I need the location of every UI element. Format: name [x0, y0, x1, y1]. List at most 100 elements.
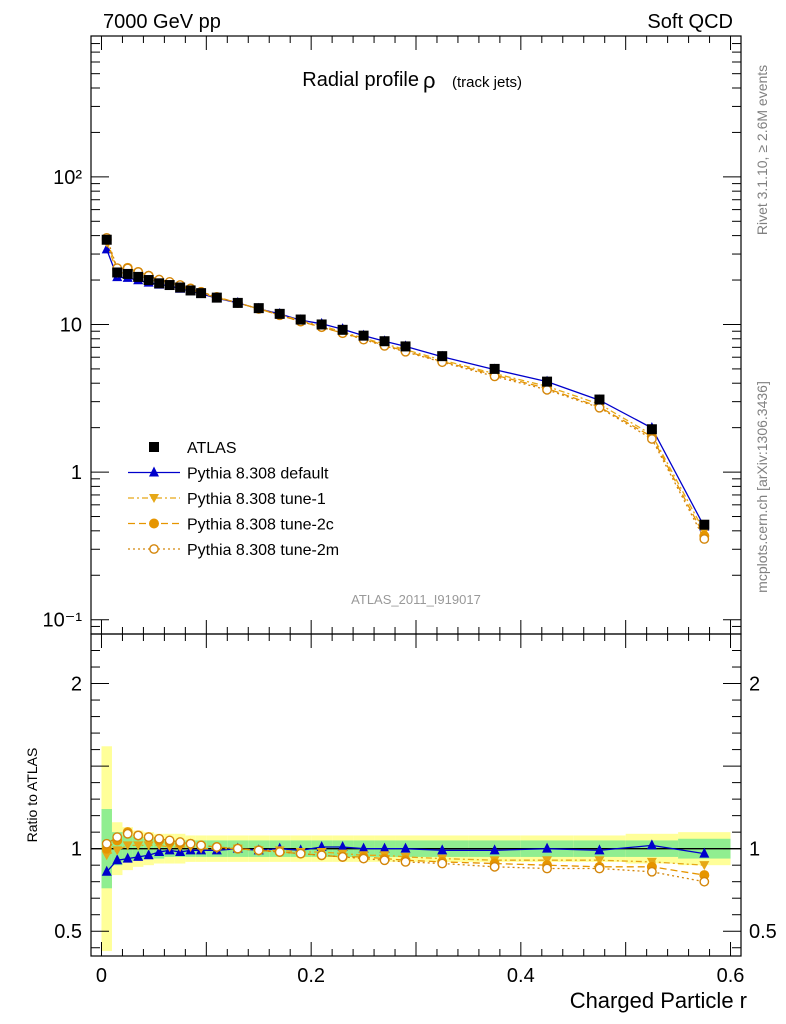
- x-tick-label: 0.6: [717, 965, 745, 987]
- ratio-point-tune1: [101, 851, 112, 861]
- legend-marker-tune2m: [149, 544, 159, 554]
- ratio-point-tune2m: [122, 828, 133, 839]
- ratio-point-tune2m: [175, 837, 186, 847]
- x-tick-label: 0: [96, 965, 107, 987]
- ratio-point-tune2m: [400, 856, 411, 867]
- x-tick-label: 0.4: [507, 965, 535, 987]
- ratio-point-default: [112, 854, 123, 865]
- header-right-label: Soft QCD: [647, 11, 733, 33]
- analysis-label: ATLAS_2011_I919017: [351, 592, 481, 607]
- ratio-y-tick-label: 2: [71, 674, 82, 696]
- atlas-data-point: [185, 285, 196, 296]
- ratio-y-tick-label: 0.5: [749, 921, 777, 943]
- atlas-data-point: [211, 292, 222, 303]
- ratio-point-tune1: [122, 841, 133, 851]
- ratio-point-default: [699, 847, 710, 858]
- main-panel-series: [101, 232, 710, 544]
- ratio-point-default: [594, 844, 605, 855]
- atlas-data-point: [196, 288, 207, 299]
- atlas-data-point: [437, 351, 448, 362]
- ratio-point-tune2m: [101, 838, 112, 849]
- legend-marker-tune2c: [149, 518, 159, 529]
- atlas-data-point: [400, 341, 411, 352]
- ratio-point-default: [101, 865, 112, 876]
- ratio-y-tick-label: 1: [749, 839, 760, 861]
- ratio-point-tune2m: [594, 863, 605, 874]
- atlas-data-point: [154, 278, 165, 289]
- header-left-label: 7000 GeV pp: [103, 11, 221, 33]
- ratio-point-tune2m: [316, 850, 327, 861]
- atlas-data-point: [646, 424, 657, 435]
- legend-label-tune2m: Pythia 8.308 tune-2m: [187, 542, 339, 559]
- legend-marker-tune1: [149, 494, 159, 503]
- ratio-point-default: [542, 842, 553, 853]
- ratio-point-default: [133, 850, 144, 861]
- rivet-version-label: Rivet 3.1.10, ≥ 2.6M events: [754, 65, 770, 235]
- atlas-data-point: [699, 519, 710, 530]
- atlas-data-point: [164, 280, 175, 291]
- atlas-data-point: [337, 324, 348, 335]
- ratio-point-tune1: [143, 841, 154, 851]
- ratio-point-tune2m: [699, 876, 710, 887]
- atlas-data-point: [358, 330, 369, 341]
- atlas-data-point: [594, 394, 605, 405]
- ratio-y-tick-label: 1: [71, 839, 82, 861]
- ratio-point-default: [400, 842, 411, 853]
- legend-label-tune1: Pythia 8.308 tune-1: [187, 491, 326, 508]
- atlas-data-point: [232, 297, 243, 308]
- y-tick-label: 1: [71, 462, 82, 484]
- legend-marker-atlas: [149, 442, 159, 452]
- ratio-point-default: [143, 849, 154, 860]
- series-point-tune2m: [699, 534, 710, 544]
- ratio-y-tick-label: 0.5: [54, 921, 82, 943]
- ratio-point-tune2m: [646, 866, 657, 877]
- series-point-tune2m: [594, 402, 605, 413]
- atlas-data-point: [295, 314, 306, 325]
- ratio-y-axis-label: Ratio to ATLAS: [24, 748, 40, 843]
- ratio-point-tune2m: [437, 858, 448, 869]
- ratio-point-tune2m: [232, 843, 243, 854]
- legend: ATLAS Pythia 8.308 default Pythia 8.308 tu…: [128, 440, 339, 559]
- atlas-data-point: [274, 308, 285, 319]
- y-tick-label: 10: [60, 314, 82, 336]
- ratio-point-tune2m: [185, 838, 196, 849]
- plot-title: Radial profile: [302, 69, 419, 91]
- atlas-data-point: [253, 303, 264, 314]
- series-point-default: [101, 243, 112, 254]
- ratio-point-tune2m: [112, 832, 123, 843]
- ratio-point-tune2m: [253, 845, 264, 856]
- ratio-panel-frame: [90, 633, 742, 957]
- ratio-point-default: [646, 839, 657, 850]
- ratio-point-tune1: [699, 861, 710, 871]
- ratio-point-tune2m: [295, 848, 306, 859]
- legend-marker-default: [149, 466, 159, 477]
- ratio-point-default: [337, 841, 348, 852]
- ratio-point-tune2m: [337, 852, 348, 862]
- ratio-point-tune2m: [154, 833, 165, 844]
- atlas-data-point: [316, 319, 327, 330]
- ratio-point-tune1: [594, 856, 605, 866]
- atlas-data-point: [133, 271, 144, 282]
- atlas-data-point: [175, 282, 186, 293]
- ratio-point-default: [154, 845, 165, 856]
- atlas-data-point: [489, 363, 500, 374]
- ratio-point-tune2m: [379, 855, 390, 866]
- atlas-data-point: [542, 376, 553, 387]
- ratio-point-default: [489, 844, 500, 855]
- ratio-point-tune1: [112, 846, 123, 856]
- y-tick-label: 10⁻¹: [43, 610, 83, 632]
- legend-label-atlas: ATLAS: [187, 440, 237, 457]
- ratio-y-tick-label: 2: [749, 674, 760, 696]
- ratio-point-tune2m: [542, 863, 552, 874]
- atlas-data-point: [122, 268, 133, 279]
- ratio-panel-series: [101, 827, 710, 887]
- atlas-data-point: [379, 336, 390, 347]
- ratio-point-tune2m: [274, 847, 285, 857]
- ratio-point-tune2m: [133, 830, 144, 841]
- plot-title-suffix: (track jets): [452, 74, 522, 91]
- ratio-point-tune2m: [358, 853, 369, 864]
- legend-label-tune2c: Pythia 8.308 tune-2c: [187, 517, 334, 534]
- plot-title-symbol: ρ: [423, 68, 436, 93]
- x-tick-label: 0.2: [297, 965, 325, 987]
